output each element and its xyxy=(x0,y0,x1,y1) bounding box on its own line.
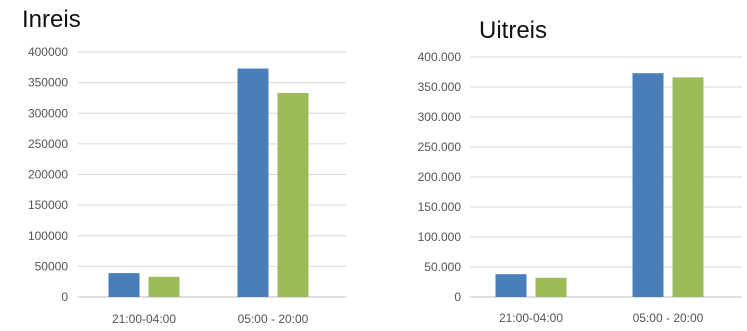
y-tick-label: 100000 xyxy=(28,229,68,243)
y-tick-label: 300.000 xyxy=(418,110,462,124)
bar xyxy=(672,77,704,298)
chart-title-inreis: Inreis xyxy=(22,6,81,33)
y-tick-label: 150000 xyxy=(28,198,68,212)
y-tick-label: 150.000 xyxy=(418,200,462,214)
bar xyxy=(277,93,309,297)
bar xyxy=(632,73,664,297)
x-category-label: 21:00-04:00 xyxy=(112,312,176,326)
bar xyxy=(148,276,180,297)
y-tick-label: 0 xyxy=(454,290,461,304)
bar xyxy=(237,68,269,297)
x-category-label: 05:00 - 20:00 xyxy=(633,311,704,325)
chart-inreis: 0 50000 100000 150000 200000 250000 300000 3500… xyxy=(28,45,346,326)
y-tick-label: 50000 xyxy=(35,259,69,273)
bar xyxy=(535,277,567,297)
chart-uitreis: 0 50.000 100.000 150.000 200.000 250.000 300.0… xyxy=(418,50,742,325)
y-tick-label: 0 xyxy=(61,290,68,304)
y-tick-label: 50.000 xyxy=(424,260,461,274)
bar xyxy=(495,274,527,297)
y-tick-label: 250000 xyxy=(28,137,68,151)
y-tick-label: 350000 xyxy=(28,76,68,90)
x-category-label: 21:00-04:00 xyxy=(499,311,563,325)
y-tick-label: 200000 xyxy=(28,168,68,182)
y-tick-label: 200.000 xyxy=(418,170,462,184)
y-tick-label: 400000 xyxy=(28,45,68,59)
y-tick-label: 250.000 xyxy=(418,140,462,154)
bar xyxy=(108,273,140,297)
y-tick-label: 350.000 xyxy=(418,80,462,94)
y-tick-label: 300000 xyxy=(28,106,68,120)
y-tick-label: 400.000 xyxy=(418,50,462,64)
y-tick-label: 100.000 xyxy=(418,230,462,244)
chart-title-uitreis: Uitreis xyxy=(479,17,547,44)
x-category-label: 05:00 - 20:00 xyxy=(238,312,309,326)
